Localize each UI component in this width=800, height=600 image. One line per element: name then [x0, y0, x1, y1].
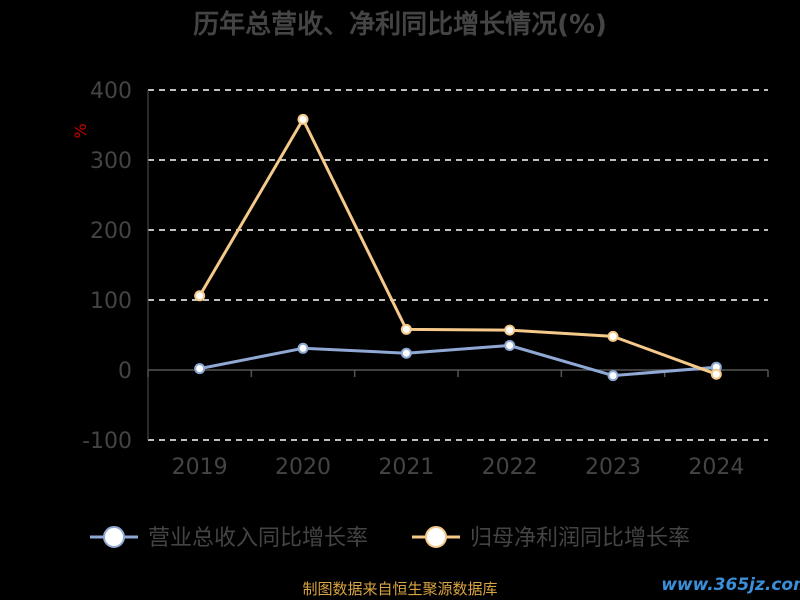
- data-point: [607, 330, 619, 342]
- y-tick-label: 200: [90, 219, 132, 244]
- x-tick-label: 2021: [378, 455, 434, 480]
- legend-label-2: 归母净利润同比增长率: [470, 526, 690, 551]
- x-tick-label: 2020: [275, 455, 331, 480]
- y-tick-label: 0: [118, 359, 132, 384]
- gridlines: [148, 89, 768, 441]
- x-tick-label: 2023: [585, 455, 641, 480]
- series-line-2: [198, 117, 717, 376]
- y-tick-label: -100: [82, 429, 132, 454]
- data-source-note: 制图数据来自恒生聚源数据库: [302, 580, 497, 598]
- y-tick-label: 400: [90, 79, 132, 104]
- data-point: [194, 363, 206, 375]
- data-point: [400, 323, 412, 335]
- x-tick-label: 2019: [172, 455, 228, 480]
- legend-label-1: 营业总收入同比增长率: [148, 526, 368, 551]
- y-axis-unit-label: %: [71, 123, 90, 138]
- data-point: [607, 370, 619, 382]
- series-lines: [194, 113, 722, 382]
- watermark: www.365jz.com: [661, 575, 800, 595]
- legend: 营业总收入同比增长率 归母净利润同比增长率: [90, 526, 690, 551]
- x-tick-label: 2022: [482, 455, 538, 480]
- data-point: [504, 324, 516, 336]
- x-tick-label: 2024: [688, 455, 744, 480]
- axes: -100 0 100 200 300 400 2019 2020 2021 2022 2023 202…: [82, 79, 769, 480]
- legend-marker-2: [425, 526, 447, 548]
- chart-title: 历年总营收、净利同比增长情况(%): [193, 9, 607, 40]
- data-point: [710, 368, 722, 380]
- data-point: [297, 113, 309, 125]
- data-point: [400, 347, 412, 359]
- data-point: [297, 342, 309, 354]
- y-tick-label: 300: [90, 149, 132, 174]
- series-line-1: [199, 344, 717, 378]
- data-point: [194, 290, 206, 302]
- y-tick-label: 100: [90, 289, 132, 314]
- data-point: [504, 340, 516, 351]
- legend-marker-1: [103, 526, 125, 548]
